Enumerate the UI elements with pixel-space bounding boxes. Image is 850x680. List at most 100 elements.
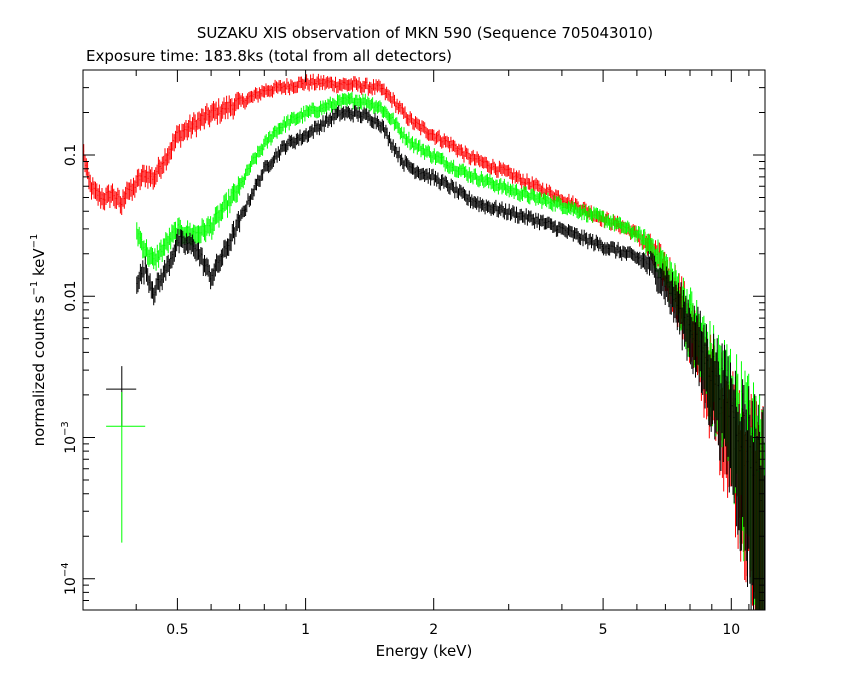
series-0-point [518,170,520,182]
series-2-point [653,255,655,278]
series-1-point [569,202,571,214]
series-1-point [521,189,524,201]
series-2-point [517,212,519,224]
series-2-point [297,132,299,145]
series-2-point [734,370,736,488]
series-2-point [208,264,210,282]
series-1-point [223,195,225,213]
series-0-point [152,172,154,190]
series-2-point [715,352,717,433]
series-1-point [390,113,392,126]
series-2-point [283,140,285,152]
series-1-point [414,138,416,151]
series-1-point [324,100,326,112]
series-0-point [106,185,108,203]
series-1-point [628,222,630,234]
series-2-point [417,166,420,179]
series-2-point [559,221,561,234]
series-0-point [142,164,144,183]
series-1-point [590,209,593,222]
series-2-point [276,151,278,163]
series-0-point [330,76,333,89]
series-2-point [248,195,250,208]
series-0-point [534,179,536,192]
series-2-point [245,204,247,216]
series-0-point [122,189,124,207]
series-2-point [726,376,728,475]
series-0-point [367,84,369,96]
series-0-point [97,188,99,206]
series-1-point [580,205,582,217]
series-0-point [337,81,339,93]
series-1-point [232,183,235,201]
series-1-point [581,208,583,221]
series-1-point [264,135,266,147]
series-0-point [471,151,473,163]
series-0-point [185,120,187,138]
series-0-point [244,98,246,110]
series-2-point [251,188,253,200]
series-2-point [326,112,328,124]
series-2-point [467,194,469,206]
series-2-point [404,154,406,167]
series-0-point [384,88,386,101]
series-0-point [84,154,86,173]
series-0-point [177,125,179,144]
series-2-point [544,218,547,230]
series-0-point [298,76,300,89]
series-2-point [729,362,732,469]
series-2-point [572,230,574,242]
series-2-point [188,236,190,254]
series-2-point [611,241,613,253]
series-2-point [721,343,723,434]
series-0-point [292,82,295,94]
series-1-point [395,117,397,130]
series-2-point [369,114,371,126]
series-1-point [537,193,539,205]
series-2-point [454,187,456,199]
series-1-point [572,204,574,217]
series-1-point [205,224,207,243]
series-2-point [667,270,669,302]
series-2-point [304,130,306,142]
series-1-point [411,136,414,148]
series-0-point [496,166,498,178]
series-0-point [462,147,464,159]
series-2-point [538,218,541,231]
series-1-point [305,105,307,117]
series-0-point [237,91,240,110]
series-2-point [151,281,154,299]
series-2-point [484,202,486,215]
series-1-point [320,100,322,113]
series-1-point [480,171,482,183]
series-2-point [523,211,525,223]
series-0-point [510,168,512,180]
series-2-point [690,313,692,365]
series-2-point [438,177,440,190]
series-2-point [617,241,619,254]
series-2-point [573,227,576,239]
series-0-point [270,84,272,97]
series-2-point [496,205,498,217]
series-2-point [616,244,618,257]
series-2-point [338,105,340,117]
series-2-point [322,115,324,127]
series-1-point [293,111,295,124]
series-1-point [316,106,318,119]
series-1-point [532,189,534,201]
series-0-point [515,170,518,182]
series-1-point [424,148,426,160]
series-2-point [477,196,479,208]
series-2-point [229,233,231,251]
series-2-point [732,384,734,495]
series-1-point [246,164,248,176]
series-2-point [548,216,550,229]
series-1-point [151,248,154,266]
series-0-point [283,81,285,93]
series-1-point [162,238,164,256]
series-2-point [312,127,314,139]
series-0-point [442,136,444,148]
series-2-point [183,235,185,253]
series-1-point [508,185,510,198]
